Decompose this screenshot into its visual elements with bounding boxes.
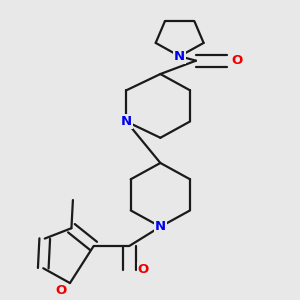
Text: N: N — [174, 50, 185, 63]
Text: O: O — [56, 284, 67, 297]
Text: O: O — [232, 54, 243, 67]
Text: N: N — [155, 220, 166, 233]
Text: O: O — [138, 263, 149, 276]
Text: N: N — [121, 115, 132, 128]
